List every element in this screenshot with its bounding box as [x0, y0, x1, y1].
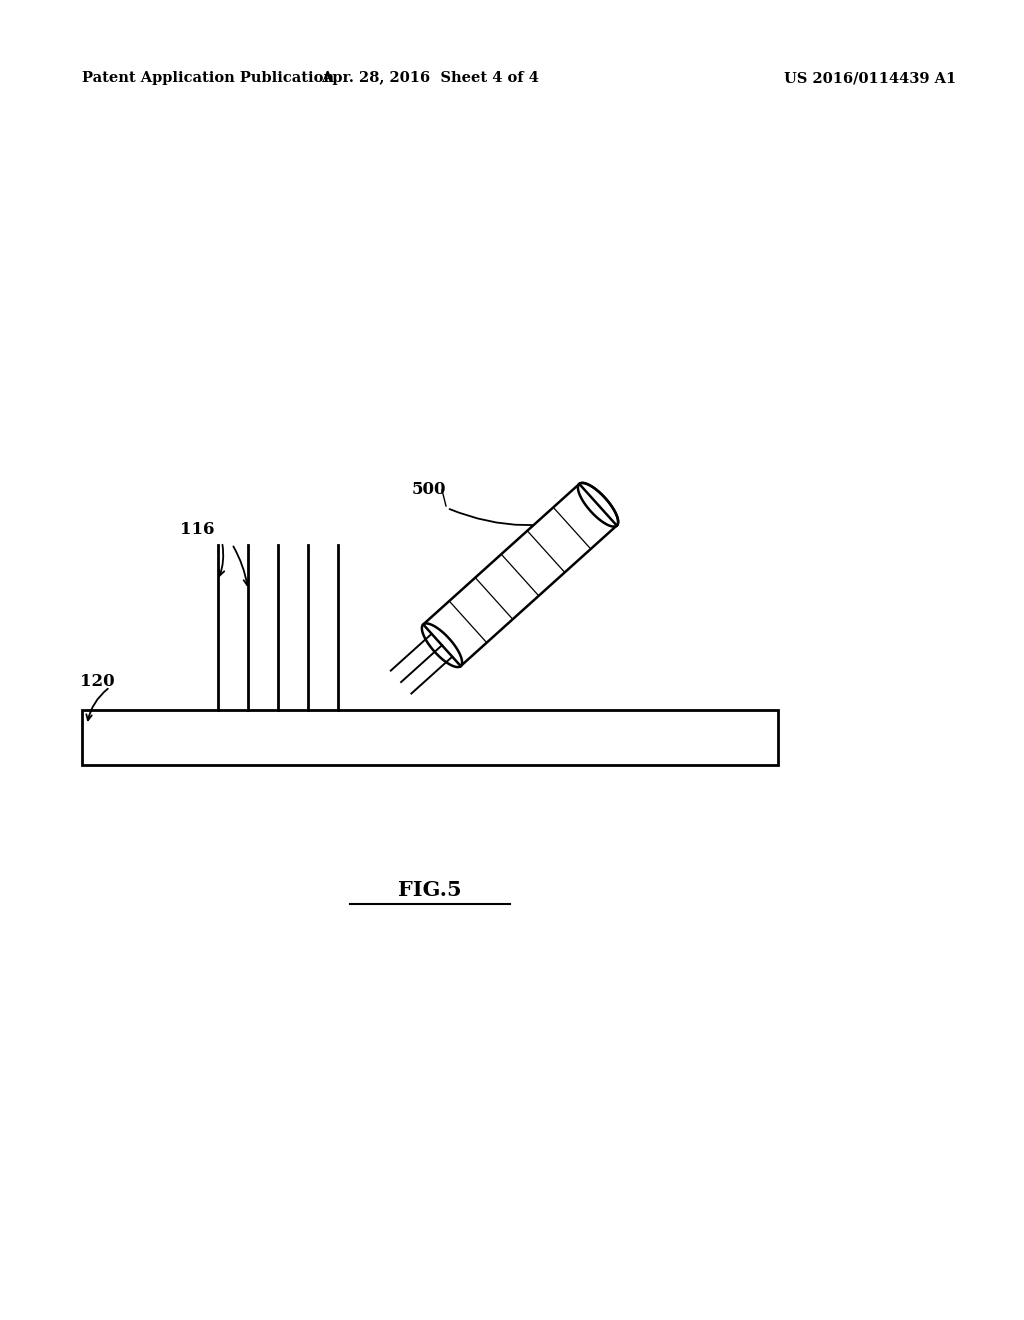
Text: Patent Application Publication: Patent Application Publication	[82, 71, 334, 84]
Text: 120: 120	[80, 673, 115, 690]
Text: US 2016/0114439 A1: US 2016/0114439 A1	[784, 71, 956, 84]
Text: FIG.5: FIG.5	[398, 880, 462, 900]
Bar	[82, 710, 778, 766]
Text: 116: 116	[180, 521, 214, 539]
Text: Apr. 28, 2016  Sheet 4 of 4: Apr. 28, 2016 Sheet 4 of 4	[322, 71, 539, 84]
Polygon shape	[423, 484, 616, 667]
Text: 500: 500	[412, 482, 446, 499]
